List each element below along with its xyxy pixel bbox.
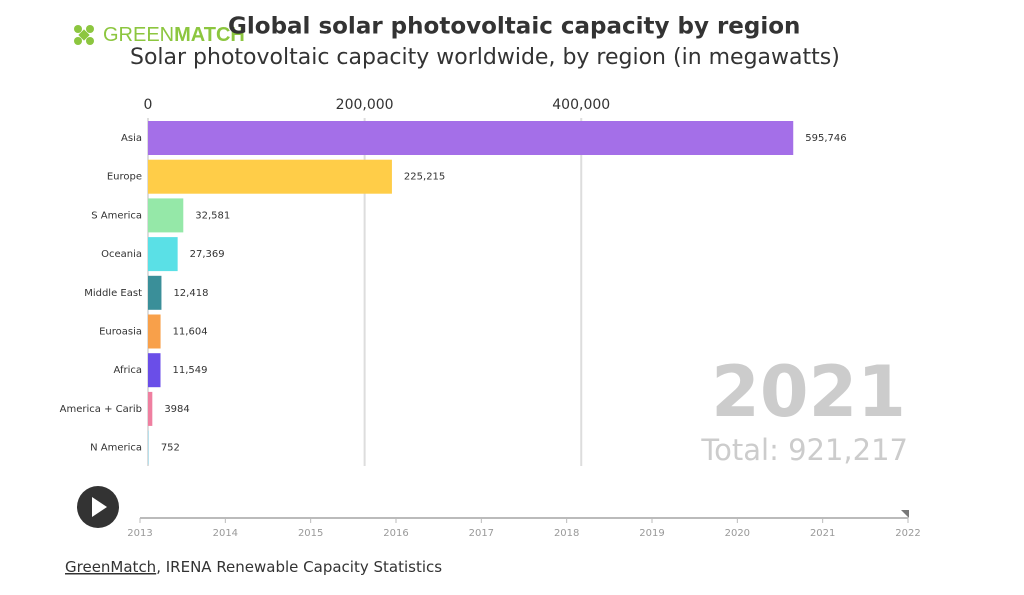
timeline-label: 2022 [895,528,920,539]
total: Total: 921,217 [700,433,908,467]
value-label: 3984 [164,404,189,415]
chart-title: Global solar photovoltaic capacity by re… [228,14,800,40]
play-icon[interactable] [92,497,107,517]
value-label: 11,604 [173,327,208,338]
value-label: 225,215 [404,172,445,183]
x-tick-label: 400,000 [552,97,610,113]
timeline-label: 2013 [127,528,152,539]
value-label: 595,746 [805,133,846,144]
timeline-label: 2018 [554,528,579,539]
timeline-label: 2019 [639,528,664,539]
timeline-label: 2014 [213,528,238,539]
bar [148,198,184,233]
bar [148,314,161,349]
timeline: 2013 2014 2015 2016 2017 2018 2019 2020 2021 2022 [127,518,921,539]
source-text: , IRENA Renewable Capacity Statistics [156,558,442,576]
bar [148,237,178,272]
timeline-label: 2015 [298,528,323,539]
plot: 0 200,000 400,000 Asia 595,746 Europe 225,215 S… [60,97,847,466]
y-tick-label: Oceania [101,249,142,260]
y-tick-label: Middle East [84,288,142,299]
y-tick-label: Asia [121,133,142,144]
bar [148,275,162,310]
bar [148,430,149,465]
bar [148,159,392,194]
y-tick-label: Europe [107,172,142,183]
y-tick-label: Africa [113,365,142,376]
timeline-label: 2017 [469,528,494,539]
source-link[interactable]: GreenMatch [65,558,156,576]
year: 2021 [711,351,906,433]
bar [148,121,794,155]
x-tick-label: 0 [144,97,153,113]
timeline-label: 2021 [810,528,835,539]
source: GreenMatch, IRENA Renewable Capacity Sta… [65,558,442,576]
bar [148,353,161,388]
y-tick-label: Euroasia [99,327,142,338]
timeline-handle[interactable] [901,510,909,518]
timeline-label: 2016 [383,528,408,539]
value-label: 32,581 [195,210,230,221]
value-label: 12,418 [173,288,208,299]
bar [148,391,153,426]
x-tick-label: 200,000 [336,97,394,113]
brand-match: MATCH [174,24,245,46]
value-label: 11,549 [173,365,208,376]
chart-subtitle: Solar photovoltaic capacity worldwide, b… [130,45,840,70]
brand: GREENMATCH [103,24,245,46]
timeline-label: 2020 [725,528,750,539]
y-tick-label: S America [91,210,142,221]
play-button[interactable] [77,486,119,528]
value-label: 27,369 [190,249,225,260]
logo: GREENMATCH [74,24,245,46]
y-tick-label: N America [90,443,142,454]
y-tick-label: America + Carib [60,404,142,415]
brand-green: GREEN [103,24,174,46]
value-label: 752 [161,443,180,454]
